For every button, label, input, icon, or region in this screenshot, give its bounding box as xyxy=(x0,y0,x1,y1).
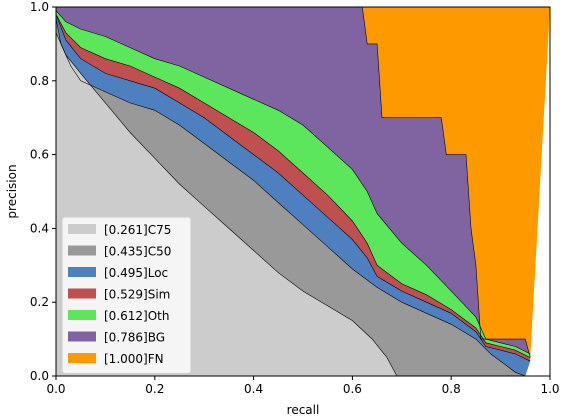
legend-swatch-c50 xyxy=(68,245,96,256)
legend-label-fn: [1.000]FN xyxy=(104,352,164,366)
legend-label-c75: [0.261]C75 xyxy=(104,223,171,237)
x-axis-ticks: 0.0 0.2 0.4 0.6 0.8 1.0 xyxy=(46,376,560,396)
legend-swatch-sim xyxy=(68,288,96,299)
x-tick-label: 0.6 xyxy=(343,382,362,396)
y-tick-label: 0.0 xyxy=(30,369,49,383)
boundary-loc xyxy=(55,14,531,362)
legend-label-oth: [0.612]Oth xyxy=(104,309,169,323)
x-axis-label: recall xyxy=(287,403,320,417)
boundary-c50 xyxy=(55,18,526,377)
legend-swatch-oth xyxy=(68,310,96,320)
x-tick-label: 1.0 xyxy=(540,382,559,396)
legend-label-bg: [0.786]BG xyxy=(104,331,165,345)
boundary-oth xyxy=(55,10,531,355)
legend-label-c50: [0.435]C50 xyxy=(104,245,171,259)
x-tick-label: 0.8 xyxy=(442,382,461,396)
y-tick-label: 0.8 xyxy=(30,74,49,88)
area-bg xyxy=(56,7,531,358)
legend-swatch-c75 xyxy=(68,224,96,234)
boundary-bg xyxy=(56,6,531,358)
legend-label-sim: [0.529]Sim xyxy=(104,288,170,302)
legend: [0.261]C75 [0.435]C50 [0.495]Loc [0.529]Sim… xyxy=(61,216,192,374)
x-tick-label: 0.4 xyxy=(244,382,263,396)
y-tick-label: 1.0 xyxy=(30,0,49,14)
legend-label-loc: [0.495]Loc xyxy=(104,266,168,280)
x-tick-label: 0.2 xyxy=(145,382,164,396)
legend-swatch-bg xyxy=(68,331,96,342)
plot-frame xyxy=(55,6,551,377)
axes: 0.0 0.2 0.4 0.6 0.8 1.0 0.0 0.2 0.4 0.6 0.8 1.0 re… xyxy=(5,0,560,417)
area-fn xyxy=(56,7,550,358)
area-oth xyxy=(56,10,531,358)
area-loc xyxy=(56,14,531,377)
y-axis-ticks: 0.0 0.2 0.4 0.6 0.8 1.0 xyxy=(30,0,56,383)
legend-swatch-fn xyxy=(68,353,96,363)
boundary-sim xyxy=(55,14,531,358)
x-tick-label: 0.0 xyxy=(46,382,65,396)
y-tick-label: 0.2 xyxy=(30,295,49,309)
y-axis-label: precision xyxy=(5,164,19,218)
legend-swatch-loc xyxy=(68,267,96,277)
y-tick-label: 0.6 xyxy=(30,148,49,162)
boundary-c75 xyxy=(55,32,398,377)
y-tick-label: 0.4 xyxy=(30,221,49,235)
